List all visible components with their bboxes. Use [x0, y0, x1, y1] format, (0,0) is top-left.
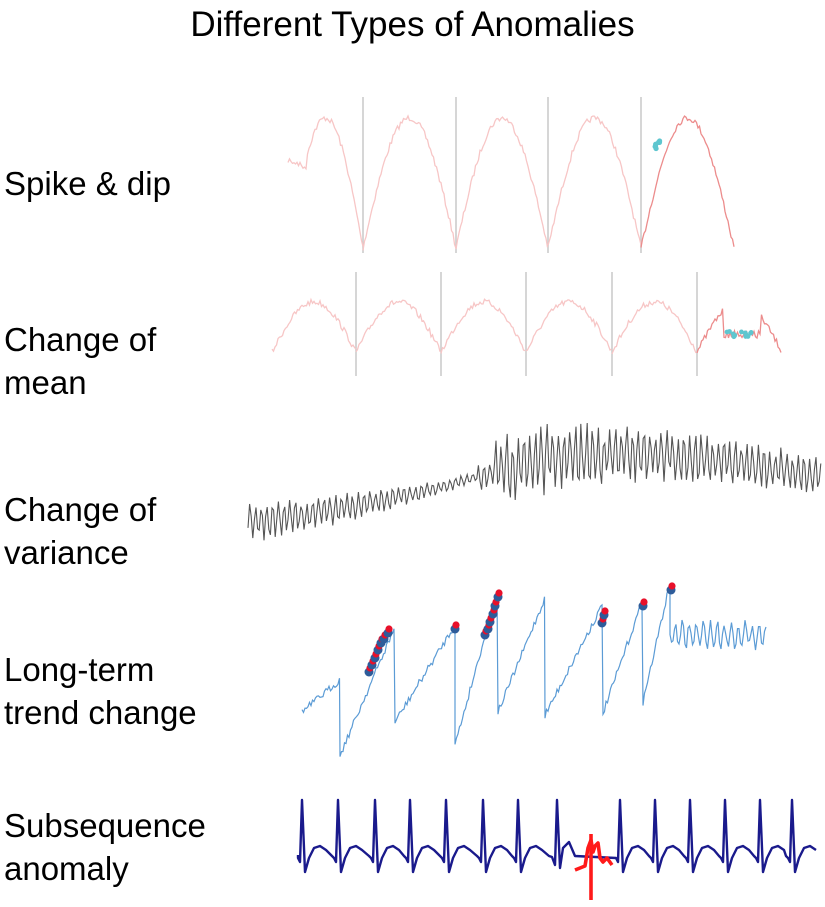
series-line [271, 297, 357, 353]
trend-highlight-point [601, 607, 609, 615]
trend-highlight-point [640, 598, 648, 606]
anomaly-point [739, 329, 744, 335]
anomaly-point [748, 330, 754, 335]
anomaly-segment [574, 838, 614, 872]
anomaly-point [652, 143, 659, 149]
trend-highlight-point [495, 589, 503, 597]
trend-highlight-point [452, 621, 460, 629]
plot-spike-dip [287, 97, 735, 253]
series-line [362, 114, 457, 251]
plot-subsequence-anomaly [296, 798, 817, 900]
series-line [611, 299, 697, 355]
label-long-term-trend-change: Long-term trend change [4, 651, 197, 731]
plot-change-of-mean [271, 272, 782, 376]
label-change-of-variance: Change of variance [4, 491, 157, 571]
label-subsequence-anomaly: Subsequence anomaly [4, 807, 206, 887]
anomaly-point [655, 139, 662, 146]
series-line [455, 116, 549, 250]
label-change-of-mean: Change of mean [4, 321, 157, 401]
anomaly-point [742, 330, 748, 336]
anomaly-point [745, 334, 751, 339]
trend-highlight-point [668, 582, 676, 590]
plot-long-term-trend-change [301, 582, 767, 757]
series-line [440, 298, 526, 354]
trend-highlight-point [385, 625, 393, 633]
plot-change-of-variance [247, 422, 822, 541]
series-line [301, 584, 767, 757]
anomaly-point [727, 329, 732, 334]
series-line [247, 422, 822, 541]
series-line [287, 115, 364, 247]
figure-title: Different Types of Anomalies [190, 5, 635, 44]
label-spike-dip: Spike & dip [4, 165, 171, 202]
series-line [355, 299, 441, 353]
series-line [640, 115, 735, 248]
series-line [525, 299, 612, 352]
series-line [547, 115, 642, 246]
ecg-line [296, 798, 817, 874]
series-line [696, 308, 782, 354]
anomaly-point [732, 332, 738, 338]
